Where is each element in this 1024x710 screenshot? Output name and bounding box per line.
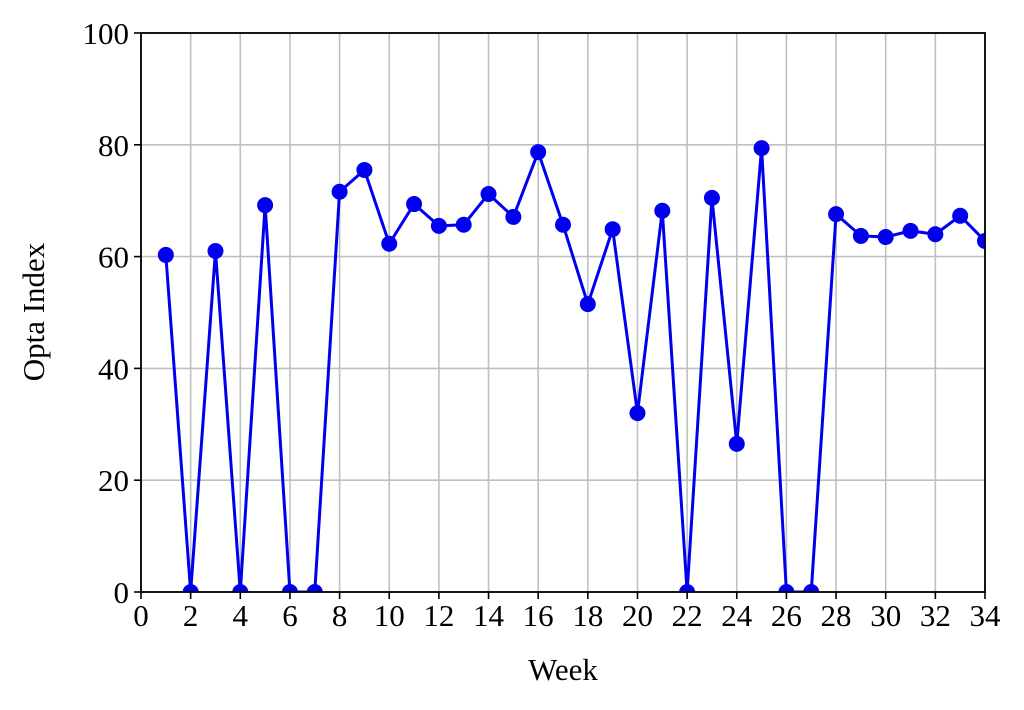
x-tick-label: 18	[572, 598, 603, 633]
data-point	[455, 216, 472, 233]
x-tick-label: 26	[771, 598, 802, 633]
x-tick-label: 30	[870, 598, 901, 633]
plot-area	[157, 140, 985, 592]
data-point	[406, 196, 423, 213]
data-point	[977, 232, 985, 249]
data-point	[902, 222, 919, 239]
x-tick-label: 24	[721, 598, 753, 633]
data-point	[182, 584, 199, 592]
x-tick-label: 0	[133, 598, 149, 633]
y-tick-label: 100	[83, 16, 130, 51]
data-point	[356, 161, 373, 178]
y-tick-label: 60	[98, 240, 129, 275]
data-point	[753, 140, 770, 157]
data-point	[381, 235, 398, 252]
data-point	[927, 226, 944, 243]
data-point	[852, 227, 869, 244]
data-point	[604, 221, 621, 238]
data-point	[629, 405, 646, 422]
data-point	[530, 144, 547, 161]
data-point	[803, 584, 820, 592]
x-tick-label: 14	[473, 598, 505, 633]
data-point	[207, 243, 224, 260]
data-point	[828, 206, 845, 223]
data-point	[877, 229, 894, 246]
data-point	[331, 183, 348, 200]
x-tick-label: 20	[622, 598, 653, 633]
x-axis-label: Week	[528, 652, 598, 687]
x-tick-label: 6	[282, 598, 298, 633]
y-tick-label: 80	[98, 128, 129, 163]
x-tick-label: 8	[332, 598, 348, 633]
data-point	[728, 435, 745, 452]
data-point	[257, 197, 274, 214]
y-tick-label: 20	[98, 463, 129, 498]
data-point	[555, 216, 571, 233]
data-point	[679, 584, 696, 592]
plot-frame	[140, 32, 986, 593]
data-point	[505, 208, 522, 225]
x-tick-label: 32	[920, 598, 951, 633]
data-point	[952, 207, 969, 224]
y-tick-label: 40	[98, 351, 129, 386]
data-point	[232, 584, 249, 592]
data-point	[778, 584, 795, 592]
x-tick-label: 16	[523, 598, 554, 633]
grid	[140, 32, 986, 593]
series-line	[164, 146, 985, 592]
data-point	[654, 202, 671, 219]
x-tick-label: 12	[423, 598, 454, 633]
y-tick-label: 0	[114, 575, 130, 610]
x-tick-label: 22	[672, 598, 703, 633]
x-tick-label: 2	[183, 598, 199, 633]
data-point	[157, 246, 174, 263]
data-point	[703, 189, 720, 206]
x-tick-label: 34	[970, 598, 1002, 633]
data-point	[579, 296, 596, 313]
x-tick-label: 4	[233, 598, 249, 633]
y-axis-label: Opta Index	[16, 242, 51, 381]
data-point	[281, 584, 298, 592]
data-point	[306, 584, 323, 592]
axes: 0 2 4 6 8 10 12 14 16 18 20 22 24 26 28 30 32 34020406080…	[83, 16, 1002, 633]
x-tick-label: 10	[374, 598, 405, 633]
data-point	[430, 217, 447, 234]
x-tick-label: 28	[821, 598, 852, 633]
data-point	[480, 185, 497, 202]
